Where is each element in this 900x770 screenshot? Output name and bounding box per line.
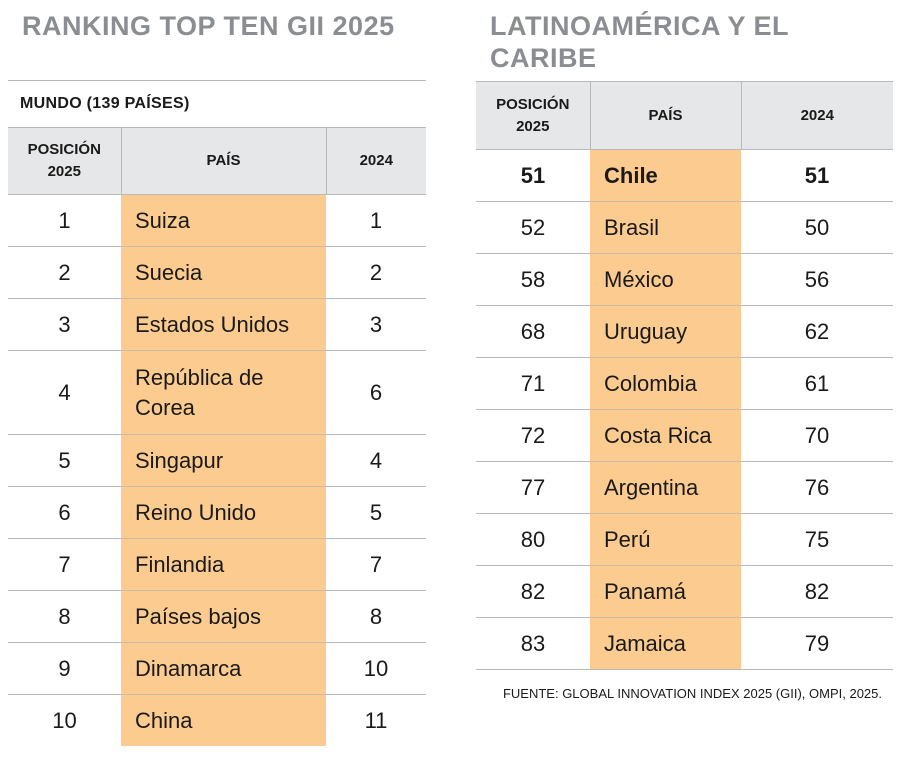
country-cell: Chile <box>590 149 741 202</box>
table-row: 72 Costa Rica 70 <box>476 409 893 462</box>
latam-ranking-table: POSICIÓN 2025 PAÍS 2024 51 Chile 51 52 B… <box>476 81 893 670</box>
previous-rank-cell: 6 <box>326 350 426 435</box>
previous-rank-cell: 4 <box>326 434 426 487</box>
position-cell: 51 <box>476 149 590 202</box>
world-header-row: POSICIÓN 2025 PAÍS 2024 <box>8 127 426 195</box>
previous-rank-cell: 3 <box>326 298 426 351</box>
previous-rank-cell: 2 <box>326 246 426 299</box>
position-cell: 2 <box>8 246 121 299</box>
country-cell: Costa Rica <box>590 409 741 462</box>
position-cell: 9 <box>8 642 121 695</box>
column-header-2024: 2024 <box>325 127 426 195</box>
country-cell: Colombia <box>590 357 741 410</box>
country-cell: Jamaica <box>590 617 741 670</box>
previous-rank-cell: 1 <box>326 194 426 247</box>
table-row: 68 Uruguay 62 <box>476 305 893 358</box>
latam-header-row: POSICIÓN 2025 PAÍS 2024 <box>476 81 893 150</box>
table-row: 9 Dinamarca 10 <box>8 642 426 695</box>
position-cell: 10 <box>52 707 77 733</box>
previous-rank-cell: 51 <box>741 149 893 202</box>
table-row: 4 República de Corea 6 <box>8 350 426 435</box>
country-cell: Suecia <box>121 246 326 299</box>
table-row: 7 Finlandia 7 <box>8 538 426 591</box>
previous-rank-cell: 62 <box>741 305 893 358</box>
table-row: 3 Estados Unidos 3 <box>8 298 426 351</box>
country-cell: Reino Unido <box>121 486 326 539</box>
country-cell: Panamá <box>590 565 741 618</box>
table-row: 58 México 56 <box>476 253 893 306</box>
previous-rank-cell: 7 <box>326 538 426 591</box>
country-cell: Argentina <box>590 461 741 514</box>
previous-rank-cell: 10 <box>326 642 426 695</box>
position-cell: 77 <box>476 461 590 514</box>
column-header-position: POSICIÓN 2025 <box>476 81 590 150</box>
position-cell: 71 <box>476 357 590 410</box>
table-row: 77 Argentina 76 <box>476 461 893 514</box>
world-ranking-title: RANKING TOP TEN GII 2025 <box>22 11 395 41</box>
previous-rank-cell: 79 <box>741 617 893 670</box>
previous-rank-cell: 5 <box>326 486 426 539</box>
position-cell: 1 <box>8 194 121 247</box>
table-row: 5 Singapur 4 <box>8 434 426 487</box>
source-note: FUENTE: GLOBAL INNOVATION INDEX 2025 (GI… <box>502 686 882 701</box>
country-cell: Uruguay <box>590 305 741 358</box>
table-row: 80 Perú 75 <box>476 513 893 566</box>
country-cell: Dinamarca <box>121 642 326 695</box>
world-subheader-row: MUNDO (139 PAÍSES) <box>8 80 426 128</box>
position-cell: 72 <box>476 409 590 462</box>
position-cell: 5 <box>8 434 121 487</box>
country-cell: México <box>590 253 741 306</box>
position-cell: 8 <box>8 590 121 643</box>
position-cell: 52 <box>476 201 590 254</box>
country-cell: Perú <box>590 513 741 566</box>
position-cell: 82 <box>476 565 590 618</box>
country-cell: República de Corea <box>121 350 326 435</box>
table-row: 83 Jamaica 79 <box>476 617 893 670</box>
country-cell: Países bajos <box>121 590 326 643</box>
previous-rank-cell: 82 <box>741 565 893 618</box>
table-row: 1 Suiza 1 <box>8 194 426 247</box>
column-header-country: PAÍS <box>589 81 741 150</box>
country-cell: Singapur <box>121 434 326 487</box>
position-cell: 80 <box>476 513 590 566</box>
position-cell: 58 <box>476 253 590 306</box>
country-cell: Suiza <box>121 194 326 247</box>
table-row: 8 Países bajos 8 <box>8 590 426 643</box>
previous-rank-cell: 61 <box>741 357 893 410</box>
table-row: 71 Colombia 61 <box>476 357 893 410</box>
table-row: 82 Panamá 82 <box>476 565 893 618</box>
table-row: 52 Brasil 50 <box>476 201 893 254</box>
previous-rank-cell: 56 <box>741 253 893 306</box>
column-header-country: PAÍS <box>120 127 326 195</box>
previous-rank-cell: 76 <box>741 461 893 514</box>
position-cell: 6 <box>8 486 121 539</box>
table-row: 51 Chile 51 <box>476 149 893 202</box>
table-row: 6 Reino Unido 5 <box>8 486 426 539</box>
column-header-2024: 2024 <box>740 81 893 150</box>
position-cell: 7 <box>8 538 121 591</box>
position-cell: 4 <box>8 350 121 435</box>
world-ranking-table: MUNDO (139 PAÍSES) POSICIÓN 2025 PAÍS 20… <box>8 80 426 746</box>
table-row: 10 China 11 <box>8 694 426 746</box>
previous-rank-cell: 8 <box>326 590 426 643</box>
latam-ranking-title: LATINOAMÉRICA Y EL CARIBE <box>490 11 789 73</box>
table-row: 2 Suecia 2 <box>8 246 426 299</box>
position-cell: 3 <box>8 298 121 351</box>
country-cell: Estados Unidos <box>121 298 326 351</box>
previous-rank-cell: 70 <box>741 409 893 462</box>
world-subheader: MUNDO (139 PAÍSES) <box>8 80 426 128</box>
country-cell: China <box>121 694 326 746</box>
country-cell: Brasil <box>590 201 741 254</box>
position-cell: 68 <box>476 305 590 358</box>
previous-rank-cell: 11 <box>364 707 388 733</box>
previous-rank-cell: 75 <box>741 513 893 566</box>
position-cell: 83 <box>476 617 590 670</box>
previous-rank-cell: 50 <box>741 201 893 254</box>
column-header-position: POSICIÓN 2025 <box>8 127 121 195</box>
country-cell: Finlandia <box>121 538 326 591</box>
